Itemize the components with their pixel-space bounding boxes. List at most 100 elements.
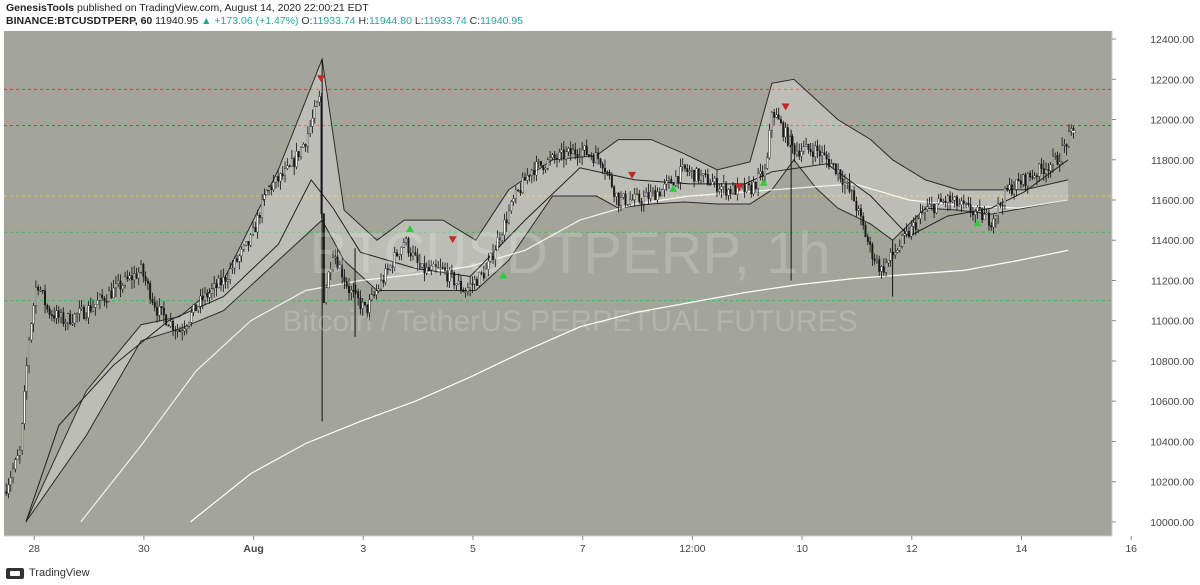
candle-up [800,151,803,157]
candle-up [279,173,282,182]
candle-up [222,276,225,286]
candle-up [393,252,396,268]
plot-area[interactable] [4,31,1112,536]
y-tick-label: 11800.00 [1151,155,1194,167]
candle-down [366,304,369,313]
candle-up [649,191,652,199]
candle-down [110,290,113,298]
candle-up [439,267,442,269]
candle-down [62,312,65,324]
candle-down [341,264,344,278]
symbol-label[interactable]: BINANCE:BTCUSDTPERP, 60 [6,15,153,27]
candle-down [453,272,456,286]
candle-up [197,306,200,311]
candle-up [846,182,849,184]
price-chart[interactable]: BTCUSDTPERP, 1h Bitcoin / TetherUS PERPE… [0,28,1200,562]
candle-up [656,191,659,201]
high-value: 11944.80 [368,15,412,27]
candle-down [41,290,44,292]
candle-down [798,150,801,157]
candle-down [359,297,362,309]
candle-up [665,180,668,185]
candle-down [848,182,851,192]
candle-up [622,193,625,198]
candle-down [791,136,794,146]
candle-up [1070,128,1073,132]
candle-up [30,323,33,341]
candle-up [974,211,977,216]
candle-up [661,189,664,197]
candle-up [544,168,547,171]
candle-up [66,313,69,323]
x-tick-label: 5 [470,543,476,555]
candle-down [348,286,350,293]
candle-up [645,192,648,197]
candle-down [528,175,531,177]
candle-up [455,283,458,286]
author-name[interactable]: GenesisTools [6,2,75,14]
candle-down [236,258,239,262]
candle-up [309,126,312,134]
candle-up [652,190,654,193]
candle-up [821,152,824,157]
candle-up [615,192,618,197]
y-tick-label: 12000.00 [1150,115,1194,127]
candle-down [69,313,72,325]
candle-down [981,208,984,221]
candle-up [905,231,908,235]
signal-up-arrow [669,184,678,192]
candle-up [727,189,730,196]
candle-down [882,266,885,273]
candle-down [343,276,346,282]
candle-down [352,290,355,292]
candle-up [268,186,270,191]
candle-up [478,272,481,286]
candle-down [855,200,858,211]
candle-down [716,177,718,192]
candle-down [357,291,360,299]
candle-down [153,302,156,308]
open-value: 11933.74 [312,15,356,27]
candle-up [581,149,584,157]
x-axis[interactable]: 28 30 Aug 3 5 7 12:00 10 12 14 16 [4,535,1137,555]
candle-up [711,181,714,185]
candle-down [146,280,149,284]
candle-down [604,167,606,172]
candle-up [880,266,883,272]
candle-up [302,144,305,148]
candle-up [421,263,424,268]
candle-down [761,171,764,177]
candle-down [841,178,844,186]
candle-down [281,173,284,177]
candle-up [1008,184,1011,191]
cloud-lower-line [25,158,1069,523]
candle-down [524,177,526,181]
candle-up [805,143,808,147]
candle-up [928,204,931,207]
candle-down [839,169,842,180]
footer: TradingView [0,562,1200,585]
ma-long-line [190,249,1069,523]
candle-down [206,292,209,298]
brand-label: TradingView [29,567,90,579]
candle-up [752,181,755,195]
candle-down [693,169,696,182]
candle-up [272,182,275,190]
candle-up [546,159,549,169]
candle-up [620,197,622,206]
candle-up [512,198,515,202]
signal-down-arrow [317,75,326,83]
y-tick-label: 10200.00 [1150,477,1194,489]
candle-up [92,307,95,312]
y-axis[interactable]: 10000.00 10200.00 10400.00 10600.00 10800.00… [1111,31,1194,536]
candle-up [802,146,805,152]
candle-down [832,163,835,165]
tradingview-brand[interactable]: TradingView [6,567,90,579]
candle-up [400,246,403,255]
candle-up [242,244,245,250]
candle-up [226,279,229,282]
candle-up [535,161,538,176]
candle-up [368,299,371,313]
candle-up [985,212,988,215]
candle-down [476,279,478,286]
